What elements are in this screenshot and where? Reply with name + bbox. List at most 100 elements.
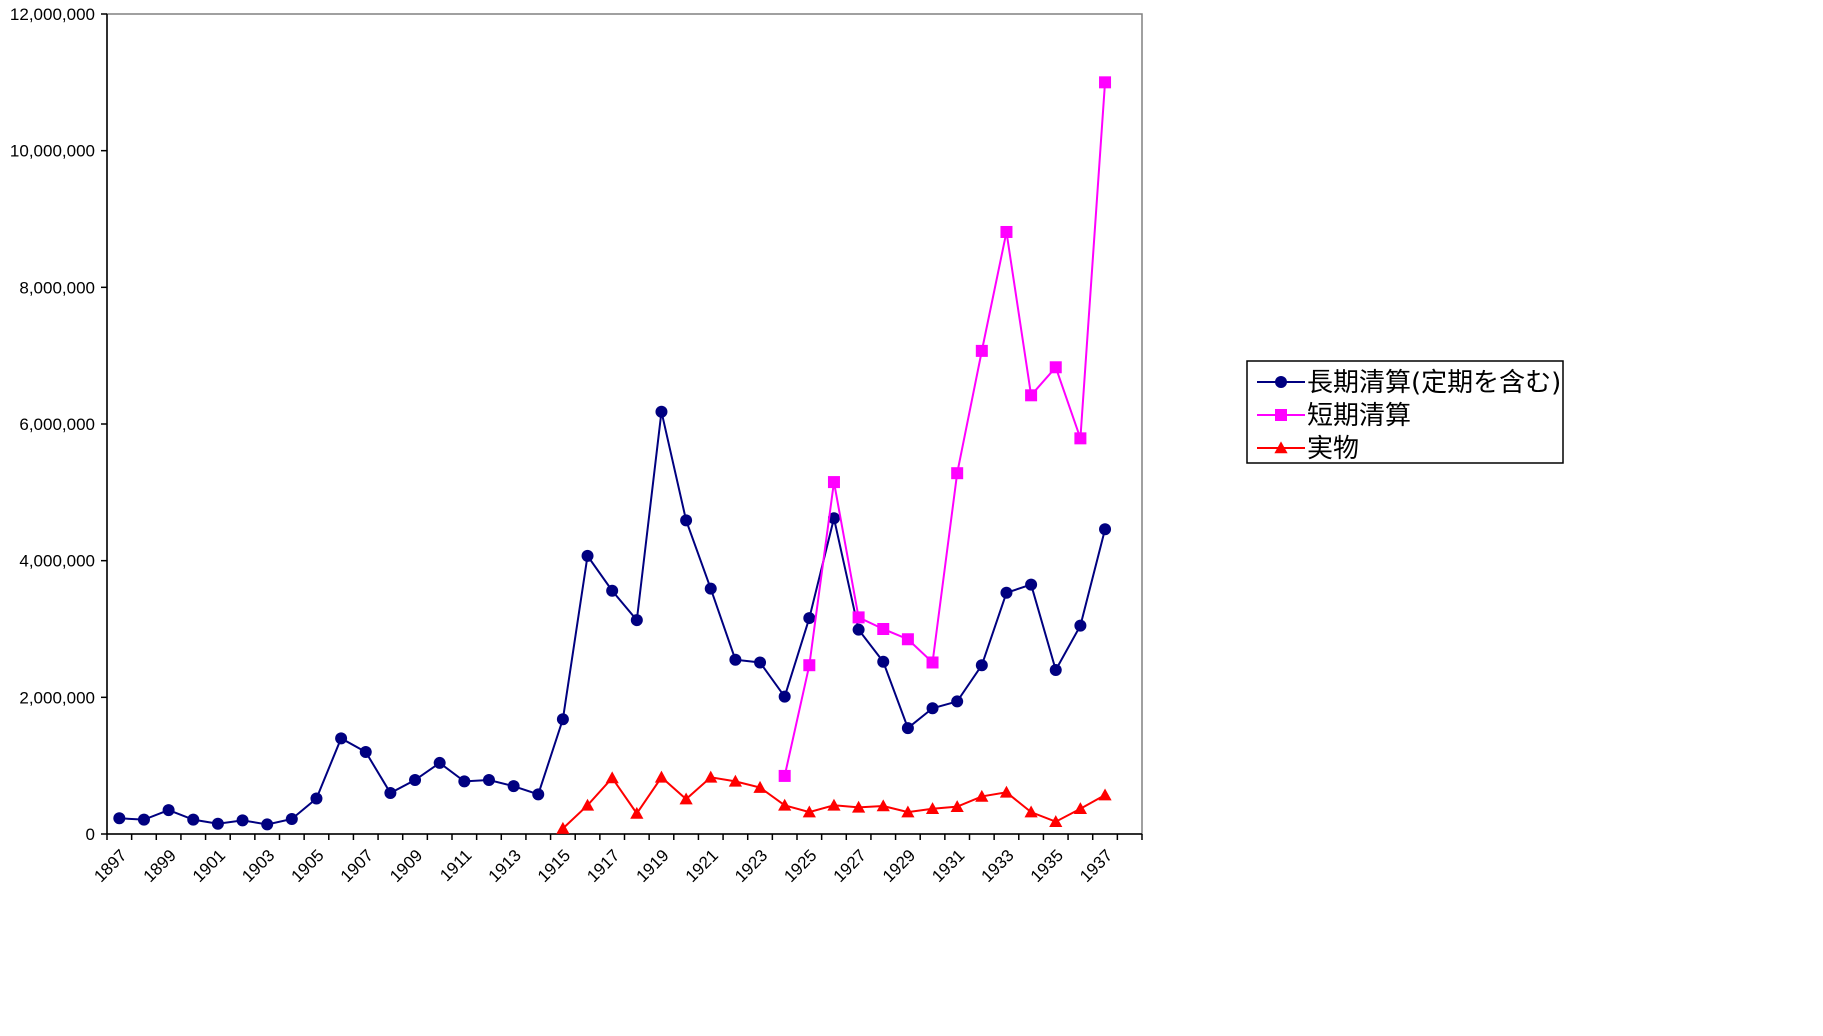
data-point	[187, 813, 200, 826]
x-tick-label: 1903	[238, 846, 278, 886]
data-point	[310, 792, 323, 805]
data-point	[1049, 361, 1062, 374]
series-1	[113, 405, 1112, 831]
data-point	[753, 780, 767, 793]
data-point	[630, 614, 643, 627]
data-point	[827, 512, 840, 525]
data-point	[605, 771, 619, 784]
data-point	[778, 690, 791, 703]
data-point	[876, 799, 890, 812]
x-tick-label: 1917	[583, 846, 623, 886]
data-point	[926, 656, 939, 669]
data-point	[630, 806, 644, 819]
data-point	[754, 656, 767, 669]
data-point	[925, 802, 940, 814]
data-point	[975, 659, 988, 672]
x-tick-label: 1897	[90, 846, 130, 886]
data-point	[951, 695, 964, 708]
data-point	[975, 789, 989, 802]
data-point	[1025, 578, 1038, 591]
x-tick-label: 1901	[189, 846, 229, 886]
data-point	[433, 756, 446, 769]
y-tick-label: 6,000,000	[19, 415, 95, 434]
data-point	[704, 770, 718, 783]
data-point	[951, 467, 964, 480]
data-point	[1024, 805, 1038, 818]
x-tick-label: 1919	[633, 846, 673, 886]
data-point	[1099, 76, 1112, 89]
data-point	[1049, 815, 1063, 827]
data-point	[877, 623, 890, 635]
x-tick-label: 1937	[1076, 846, 1116, 886]
data-point	[901, 722, 914, 735]
x-tick-label: 1931	[928, 846, 968, 886]
y-tick-label: 10,000,000	[10, 142, 95, 161]
y-axis: 0 2,000,000 4,000,000 6,000,000 8,000,000 10,…	[10, 5, 108, 844]
data-point	[606, 584, 619, 597]
series-2	[778, 76, 1112, 782]
data-point	[852, 623, 865, 636]
data-point	[778, 769, 791, 782]
x-tick-label: 1923	[731, 846, 771, 886]
data-point	[975, 344, 988, 357]
y-tick-label: 2,000,000	[19, 688, 95, 707]
data-point	[729, 653, 742, 666]
data-point	[458, 775, 471, 788]
data-point	[654, 770, 669, 783]
data-point	[1098, 788, 1112, 801]
data-point	[285, 812, 298, 825]
legend-item-3: 実物	[1257, 434, 1359, 464]
data-point	[409, 774, 422, 787]
data-point	[802, 805, 816, 818]
data-point	[803, 659, 816, 672]
x-tick-label: 1907	[337, 846, 377, 886]
data-point	[679, 792, 693, 805]
data-point	[852, 611, 865, 624]
plot-frame	[106, 13, 1143, 835]
data-point	[852, 800, 866, 813]
x-tick-label: 1933	[978, 846, 1018, 886]
data-point	[1074, 619, 1087, 632]
x-tick-label: 1935	[1027, 846, 1067, 886]
x-tick-label: 1905	[288, 846, 328, 886]
x-tick-label: 1915	[534, 846, 574, 886]
data-point	[532, 788, 545, 801]
x-tick-label: 1899	[140, 846, 180, 886]
legend-label: 長期清算(定期を含む)	[1307, 368, 1561, 398]
data-point	[507, 780, 520, 793]
data-point	[1049, 664, 1062, 676]
data-point	[655, 405, 668, 418]
data-point	[778, 798, 792, 811]
data-point	[901, 633, 914, 646]
legend-item-2: 短期清算	[1257, 401, 1411, 431]
data-point	[335, 732, 348, 745]
data-point	[1274, 441, 1288, 454]
data-point	[113, 812, 126, 825]
y-tick-label: 4,000,000	[19, 552, 95, 571]
data-point	[162, 804, 175, 817]
data-point	[827, 798, 841, 811]
data-point	[1099, 523, 1112, 536]
data-point	[359, 746, 372, 758]
y-tick-label: 0	[86, 825, 95, 844]
x-tick-label: 1909	[386, 846, 426, 886]
data-point	[926, 702, 939, 715]
legend-label: 短期清算	[1307, 401, 1411, 431]
data-point	[556, 821, 570, 834]
data-point	[827, 476, 840, 489]
data-point	[1073, 802, 1087, 814]
y-tick-label: 12,000,000	[10, 5, 95, 24]
data-point	[261, 818, 274, 831]
x-tick-label: 1911	[436, 846, 475, 885]
data-point	[1000, 586, 1013, 599]
data-point	[877, 655, 890, 668]
series-layer	[113, 76, 1112, 834]
x-tick-label: 1921	[682, 846, 722, 886]
data-point	[236, 814, 249, 827]
data-point	[1275, 376, 1287, 388]
legend-label: 実物	[1307, 434, 1359, 464]
data-point	[211, 817, 224, 830]
data-point	[901, 805, 915, 818]
